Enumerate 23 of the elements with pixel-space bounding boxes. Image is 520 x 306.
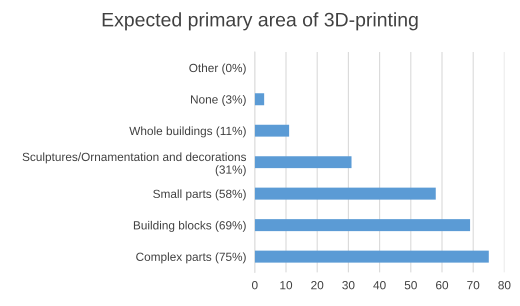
y-tick-label: Sculptures/Ornamentation and decorations (31%) <box>22 152 246 176</box>
y-tick-label: Whole buildings (11%) <box>129 126 246 138</box>
x-tick-label: 30 <box>342 280 355 290</box>
bar <box>254 250 489 263</box>
bar <box>254 188 436 200</box>
bar <box>254 93 264 106</box>
chart-title: Expected primary area of 3D-printing <box>102 12 418 30</box>
y-tick-label: Small parts (58%) <box>153 189 246 200</box>
x-tick-label: 50 <box>404 280 417 290</box>
bar <box>254 219 470 232</box>
x-tick-label: 80 <box>498 280 511 290</box>
x-tick-label: 20 <box>311 280 324 290</box>
y-tick-label: None (3%) <box>191 94 246 106</box>
x-tick-label: 70 <box>467 280 480 290</box>
x-tick-label: 0 <box>252 280 258 290</box>
bar <box>254 124 290 137</box>
x-tick-label: 10 <box>280 280 292 290</box>
x-tick-label: 40 <box>373 280 386 290</box>
y-tick-label: Other (0%) <box>189 63 246 74</box>
bar <box>254 156 352 168</box>
y-tick-label: Building blocks (69%) <box>134 220 246 232</box>
x-tick-label: 60 <box>436 280 448 290</box>
y-tick-label: Complex parts (75%) <box>136 252 246 264</box>
